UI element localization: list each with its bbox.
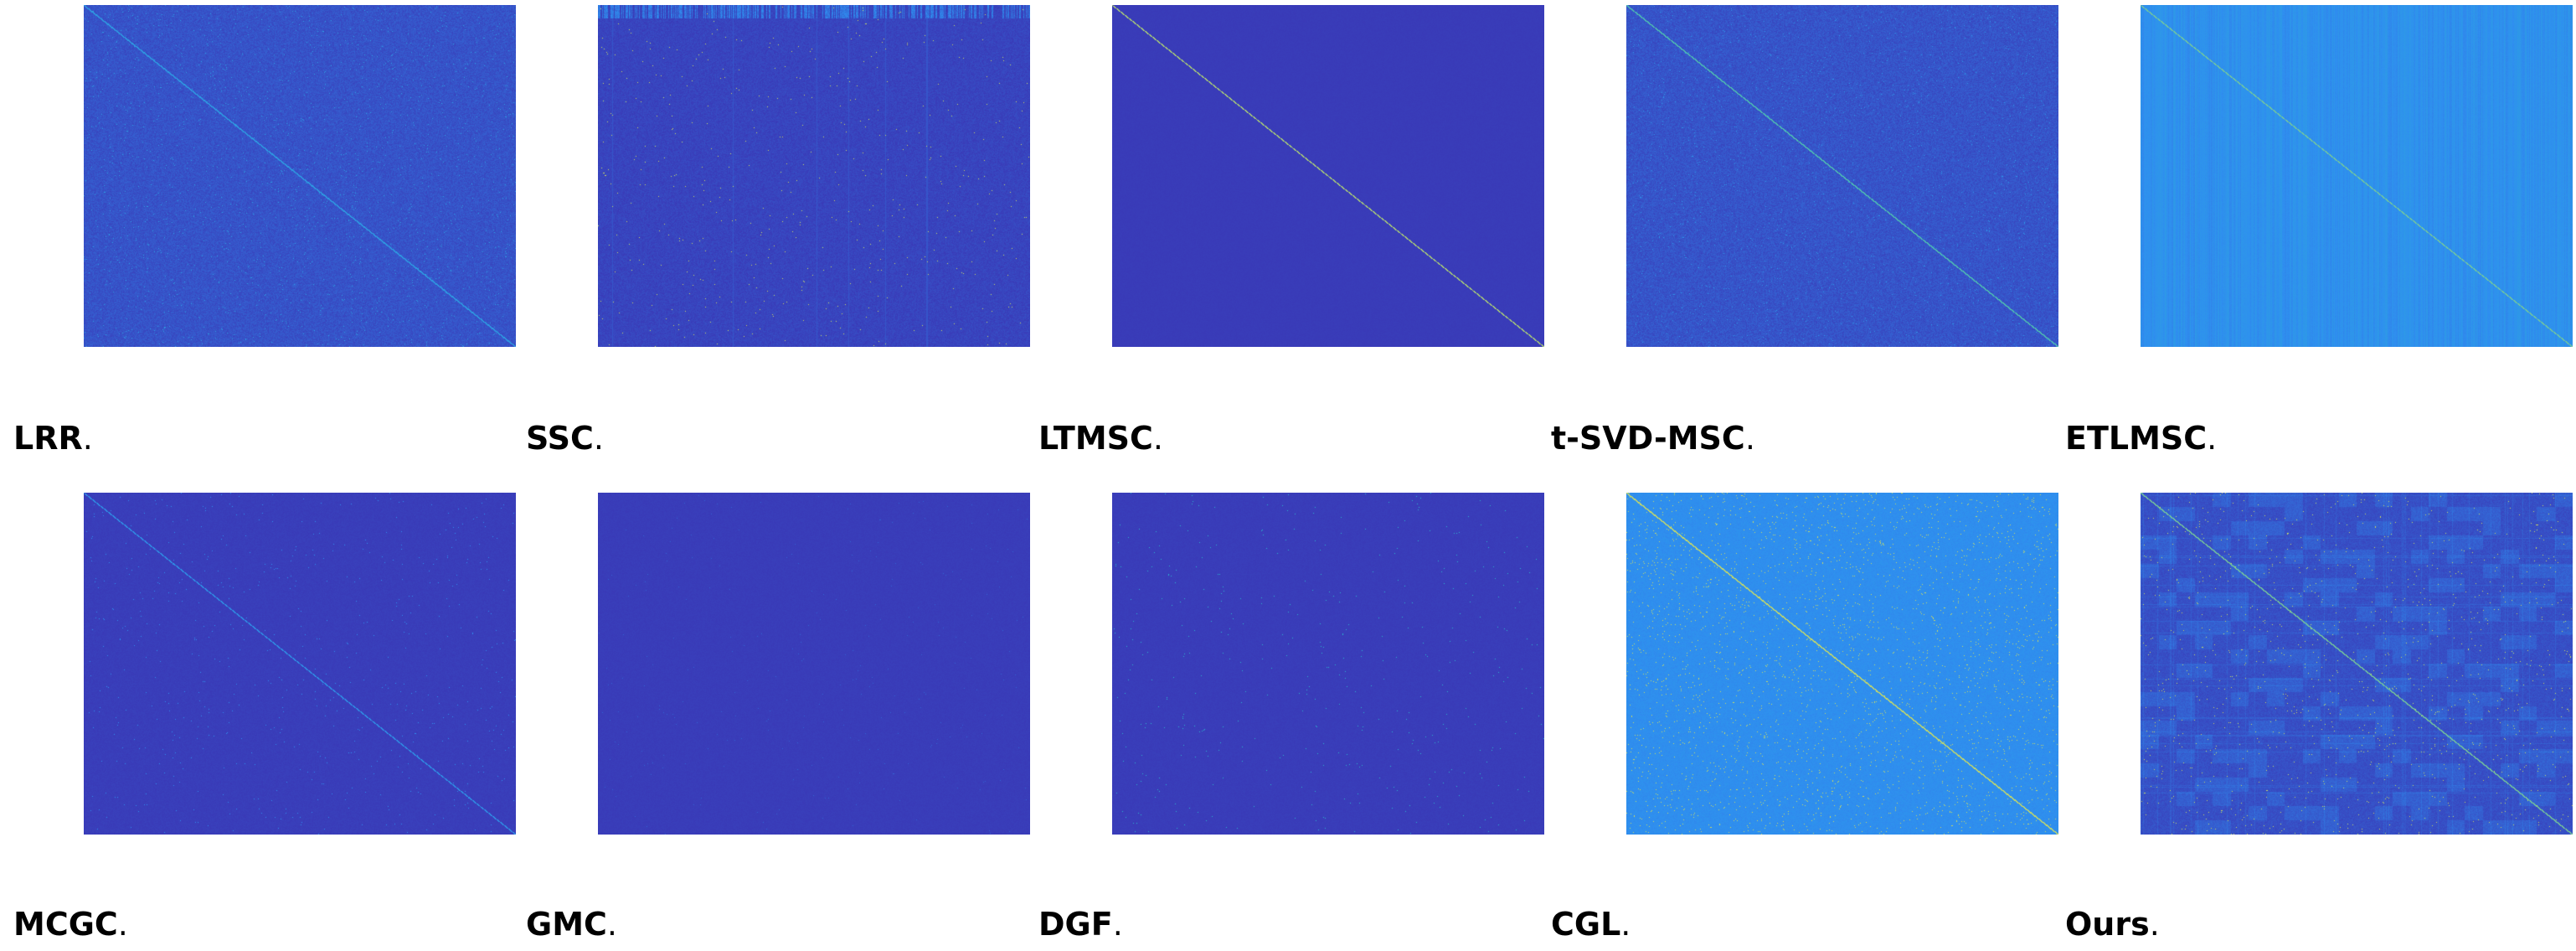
affinity-matrix-ours [2141,493,2573,835]
caption-t-svd-msc: t-SVD-MSC. [1551,420,1755,457]
affinity-matrix-etlmsc [2141,5,2573,347]
affinity-matrix-lrr [84,5,516,347]
caption-lrr: LRR. [13,420,93,457]
caption-etlmsc: ETLMSC. [2065,420,2218,457]
affinity-matrix-ssc [598,5,1030,347]
affinity-matrix-cgl [1626,493,2058,835]
affinity-matrix-dgf [1112,493,1544,835]
caption-dgf: DGF. [1038,906,1123,943]
caption-cgl: CGL. [1551,906,1631,943]
affinity-matrix-ltmsc [1112,5,1544,347]
caption-ssc: SSC. [526,420,605,457]
affinity-matrix-mcgc [84,493,516,835]
affinity-matrix-t-svd-msc [1626,5,2058,347]
affinity-matrix-gmc [598,493,1030,835]
caption-mcgc: MCGC. [13,906,128,943]
caption-ours: Ours. [2065,906,2160,943]
caption-ltmsc: LTMSC. [1038,420,1164,457]
caption-gmc: GMC. [526,906,617,943]
